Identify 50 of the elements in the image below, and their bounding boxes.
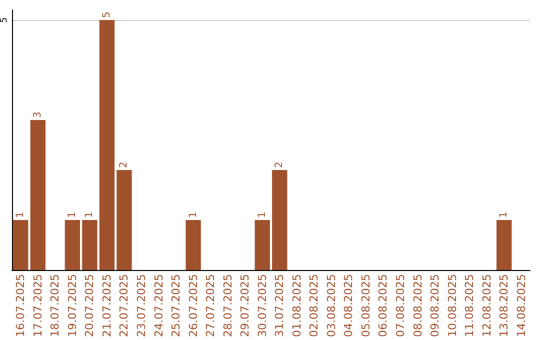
bar	[82, 220, 98, 270]
x-tick-label: 19.07.2025	[66, 274, 79, 337]
data-label: 5	[101, 12, 112, 18]
x-tick-label: 09.08.2025	[428, 274, 442, 337]
bar	[496, 220, 512, 270]
x-tick-label: 13.08.2025	[498, 274, 511, 337]
x-tick-label: 25.07.2025	[170, 274, 183, 337]
data-label: 2	[118, 162, 130, 168]
x-tick-label: 30.07.2025	[256, 274, 269, 337]
data-label: 1	[66, 212, 78, 218]
x-tick-label: 27.07.2025	[204, 274, 218, 337]
x-tick-label: 01.08.2025	[290, 274, 304, 337]
data-label: 2	[274, 162, 286, 168]
x-tick-label: 23.07.2025	[135, 274, 148, 337]
x-tick-label: 14.08.2025	[514, 274, 528, 337]
x-tick-label: 06.08.2025	[376, 274, 390, 337]
x-tick-label: 05.08.2025	[359, 274, 372, 337]
bar	[116, 170, 132, 270]
x-tick-label: 08.08.2025	[411, 274, 424, 337]
x-tick-label: 12.08.2025	[480, 274, 494, 337]
data-label: 3	[32, 112, 44, 118]
x-tick-label: 31.07.2025	[273, 274, 286, 337]
bar	[186, 220, 201, 270]
x-tick-label: 18.07.2025	[48, 274, 62, 337]
bar	[13, 220, 28, 270]
x-tick-label: 11.08.2025	[463, 274, 476, 337]
x-tick-label: 16.07.2025	[14, 274, 28, 337]
data-label: 1	[256, 212, 268, 218]
data-label: 1	[84, 212, 96, 218]
x-tick-label: 10.08.2025	[446, 274, 459, 337]
x-tick-label: 29.07.2025	[238, 274, 252, 337]
x-tick-label: 26.07.2025	[186, 274, 200, 337]
data-label: 1	[498, 212, 510, 218]
bar	[30, 120, 46, 270]
x-tick-label: 04.08.2025	[342, 274, 356, 337]
data-label: 1	[188, 212, 199, 218]
x-tick-label: 21.07.2025	[100, 274, 114, 337]
x-tick-label: 28.07.2025	[221, 274, 234, 337]
x-tick-label: 20.07.2025	[83, 274, 96, 337]
x-tick-label: 02.08.2025	[308, 274, 321, 337]
x-tick-label: 22.07.2025	[118, 274, 131, 337]
bar	[99, 20, 115, 270]
x-tick-label: 03.08.2025	[324, 274, 338, 337]
x-tick-label: 07.08.2025	[394, 274, 407, 337]
bar	[272, 170, 288, 270]
x-tick-label: 24.07.2025	[152, 274, 166, 337]
data-label: 1	[15, 212, 26, 218]
bar	[64, 220, 80, 270]
x-tick-label: 17.07.2025	[31, 274, 44, 337]
bar	[254, 220, 270, 270]
